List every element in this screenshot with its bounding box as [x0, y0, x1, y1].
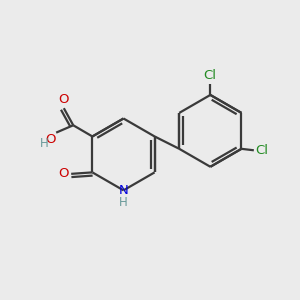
Text: H: H: [119, 196, 128, 209]
Text: Cl: Cl: [204, 69, 217, 82]
Text: O: O: [58, 93, 68, 106]
Text: O: O: [45, 133, 55, 146]
Text: Cl: Cl: [255, 144, 268, 157]
Text: O: O: [58, 167, 69, 180]
Text: H: H: [39, 137, 48, 150]
Text: N: N: [118, 184, 128, 197]
